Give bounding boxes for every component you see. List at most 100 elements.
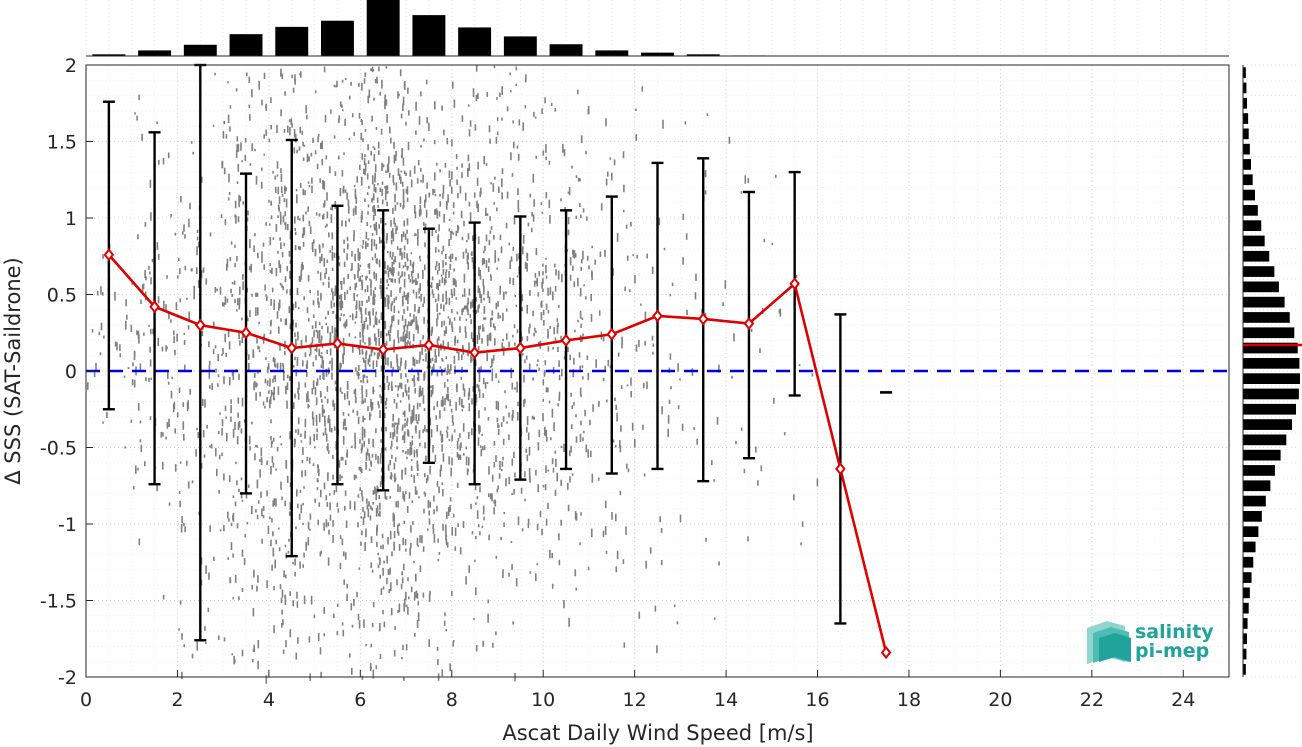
right-histogram-bar	[1243, 495, 1266, 507]
right-histogram-bar	[1243, 159, 1251, 170]
logo-line1: salinity	[1135, 621, 1214, 643]
mean-marker	[652, 309, 663, 323]
right-histogram-bar	[1243, 618, 1248, 629]
top-histogram-bar	[595, 50, 629, 56]
right-histogram-bar	[1243, 633, 1247, 645]
right-histogram-bar	[1243, 388, 1299, 400]
right-histogram-bars	[1243, 67, 1300, 675]
top-histogram-bar	[641, 52, 674, 56]
mean-marker	[880, 645, 892, 660]
y-tick-label: 1	[65, 208, 77, 230]
top-histogram-bar	[412, 15, 446, 57]
x-tick-label: 16	[805, 689, 829, 711]
top-histogram-bar	[229, 34, 263, 56]
mean-marker	[560, 333, 572, 348]
mean-marker	[606, 327, 618, 341]
right-histogram-bar	[1243, 312, 1290, 323]
mean-marker	[469, 346, 480, 360]
right-histogram-bar	[1243, 250, 1270, 262]
right-histogram-bar	[1243, 419, 1293, 430]
right-histogram-bar	[1243, 602, 1249, 614]
top-histogram	[85, 0, 1230, 57]
right-histogram-bar	[1243, 235, 1265, 247]
top-histogram-bar	[686, 54, 720, 56]
top-histogram-bar	[275, 26, 309, 56]
x-tick-label: 10	[531, 689, 555, 711]
top-histogram-bar	[138, 50, 172, 56]
y-tick-label: -2	[58, 667, 77, 689]
right-histogram-bar	[1243, 357, 1300, 369]
top-histogram-bar	[183, 44, 217, 56]
logo-line2: pi-mep	[1135, 640, 1209, 662]
right-histogram-bar	[1243, 82, 1247, 94]
right-histogram-bar	[1243, 480, 1271, 492]
x-axis-ticks: 0 2 4 6 8 10 12 14 16 18 20 22 24	[80, 670, 1195, 711]
right-histogram-bar	[1243, 342, 1298, 354]
right-histogram-bar	[1243, 373, 1300, 385]
mean-line	[107, 253, 888, 653]
right-histogram	[1242, 64, 1302, 678]
x-tick-label: 12	[623, 689, 647, 711]
right-histogram-bar	[1243, 434, 1287, 446]
top-histogram-bar	[366, 0, 400, 56]
x-tick-label: 18	[897, 689, 921, 711]
x-tick-label: 22	[1080, 689, 1104, 711]
right-histogram-bar	[1243, 648, 1247, 660]
right-histogram-bar	[1243, 572, 1252, 583]
mean-marker	[240, 326, 252, 340]
mean-marker	[103, 248, 115, 262]
mean-marker	[423, 338, 435, 352]
y-tick-label: -0.5	[40, 438, 77, 460]
right-histogram-bar	[1243, 97, 1247, 109]
y-tick-label: 1.5	[47, 132, 77, 154]
x-axis-label: Ascat Daily Wind Speed [m/s]	[502, 721, 813, 745]
top-histogram-bar	[92, 54, 126, 56]
mean-marker	[332, 336, 343, 351]
logo-wave-icon	[1087, 621, 1131, 664]
x-tick-label: 24	[1171, 689, 1195, 711]
top-histogram-bar	[503, 36, 537, 56]
y-tick-label: -1	[58, 514, 77, 536]
y-tick-label: -1.5	[40, 591, 77, 613]
scatter-cloud	[87, 65, 819, 684]
right-histogram-bar	[1243, 220, 1262, 232]
right-histogram-bar	[1243, 296, 1285, 308]
y-axis-ticks: -2 -1.5 -1 -0.5 0 0.5 1 1.5 2	[40, 55, 93, 689]
right-histogram-bar	[1243, 663, 1246, 675]
right-histogram-bar	[1243, 189, 1255, 201]
right-histogram-bar	[1243, 67, 1246, 79]
right-histogram-grid	[1243, 64, 1302, 678]
right-histogram-bar	[1243, 143, 1250, 155]
right-histogram-bar	[1243, 266, 1275, 277]
scatter-points	[87, 65, 819, 684]
x-tick-label: 2	[171, 689, 183, 711]
right-histogram-bar	[1243, 403, 1297, 415]
right-histogram-bar	[1243, 327, 1295, 339]
y-tick-label: 2	[65, 55, 77, 77]
x-tick-label: 0	[80, 689, 92, 711]
top-histogram-bars	[92, 0, 766, 57]
top-histogram-bar	[321, 20, 354, 56]
x-tick-label: 20	[988, 689, 1012, 711]
right-histogram-bar	[1243, 281, 1279, 293]
right-histogram-bar	[1243, 204, 1258, 216]
right-histogram-bar	[1243, 113, 1249, 124]
right-histogram-bar	[1243, 449, 1281, 461]
x-tick-label: 6	[354, 689, 366, 711]
y-tick-label: 0.5	[47, 285, 77, 307]
top-histogram-bar	[549, 44, 583, 56]
salinity-pi-mep-logo: salinity pi-mep	[1087, 621, 1214, 664]
main-plot: 0 2 4 6 8 10 12 14 16 18 20 22 24 -2-1.5-1-0.500.511…	[1, 55, 1230, 745]
right-histogram-bar	[1243, 526, 1259, 538]
mean-markers	[103, 248, 892, 660]
right-histogram-bar	[1243, 128, 1249, 140]
mean-marker	[697, 312, 709, 326]
x-tick-label: 4	[263, 689, 275, 711]
mean-marker	[789, 277, 800, 291]
mean-marker	[515, 341, 526, 355]
right-histogram-bar	[1243, 174, 1253, 186]
right-histogram-bar	[1243, 556, 1254, 568]
mean-marker	[286, 341, 298, 355]
mean-marker	[195, 318, 206, 332]
